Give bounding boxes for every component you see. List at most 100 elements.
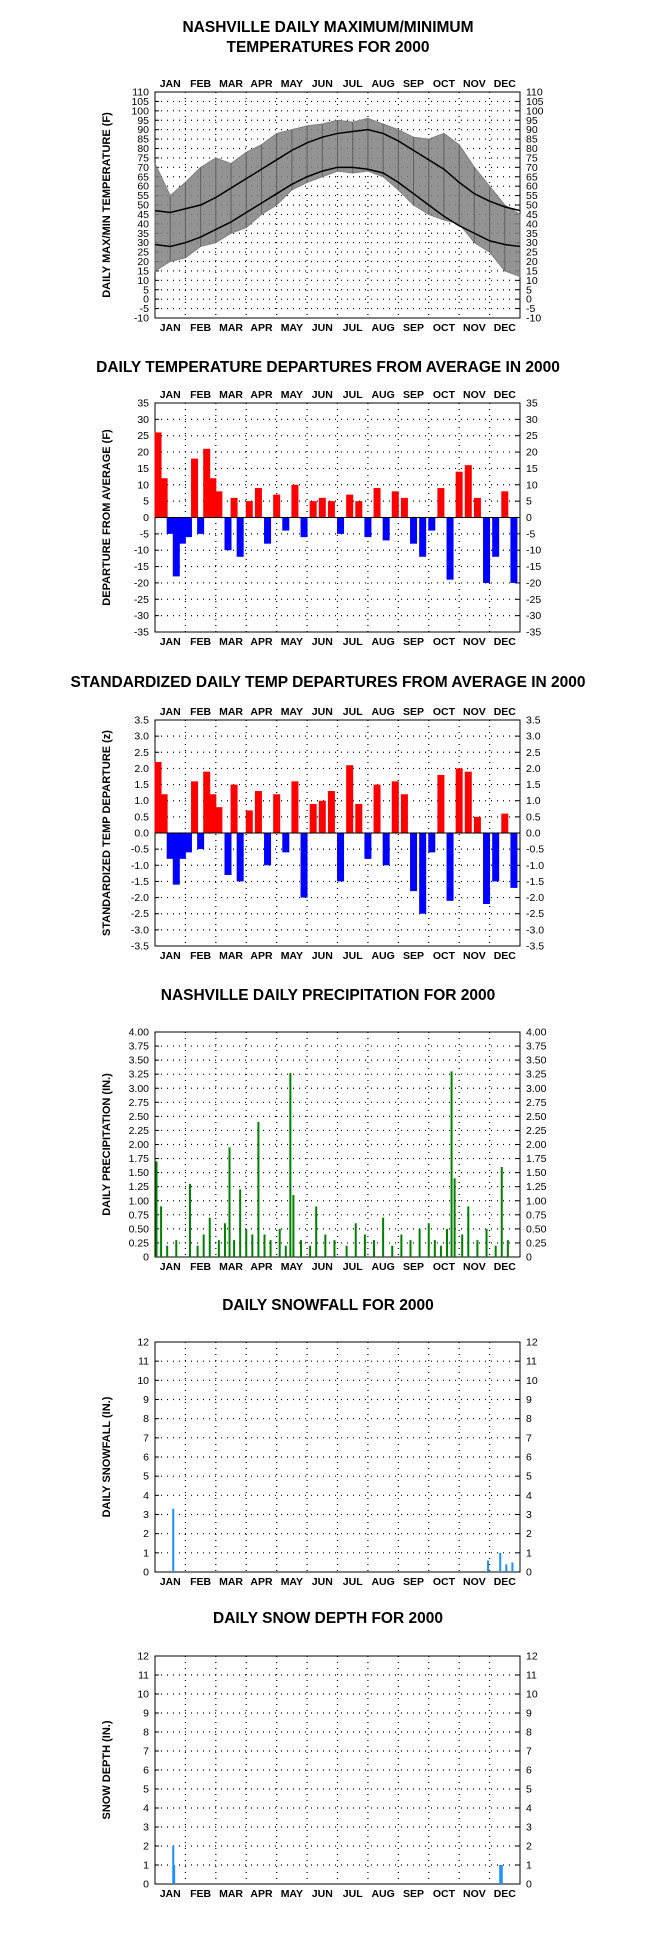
- y-tick-label-right: 0: [526, 512, 532, 524]
- y-tick-label-left: 25: [137, 430, 149, 442]
- y-tick-label-left: 105: [131, 96, 149, 108]
- month-label: JUN: [312, 1576, 333, 1588]
- bar: [337, 517, 345, 534]
- bar: [160, 794, 168, 833]
- month-label: SEP: [403, 322, 424, 334]
- y-tick-label-right: 9: [526, 1708, 532, 1720]
- y-tick-label-right: 3.75: [526, 1041, 547, 1053]
- bar: [373, 784, 381, 833]
- bar: [264, 833, 272, 866]
- y-axis-label: DAILY PRECIPITATION (IN.): [101, 1073, 113, 1216]
- y-tick-label-left: -25: [134, 594, 149, 606]
- bar: [172, 1508, 175, 1572]
- y-tick-label-right: 3.25: [526, 1069, 547, 1081]
- y-tick-label-right: 80: [526, 143, 538, 155]
- month-label-top: JAN: [160, 706, 181, 718]
- y-tick-label-left: 9: [143, 1394, 149, 1406]
- y-tick-label-left: 90: [137, 124, 149, 136]
- y-tick-label-right: 60: [526, 181, 538, 193]
- month-label: JAN: [160, 322, 181, 334]
- bar: [506, 1240, 509, 1257]
- grid: [155, 1032, 520, 1257]
- y-tick-label-left: 0.5: [134, 811, 149, 823]
- y-tick-label-right: 0.0: [526, 828, 541, 840]
- y-tick-label-right: -25: [526, 594, 541, 606]
- y-tick-label-left: 5: [143, 496, 149, 508]
- chart-std: STANDARDIZED DAILY TEMP DEPARTURES FROM …: [70, 674, 585, 962]
- bar: [291, 484, 299, 518]
- y-tick-label-right: 4: [526, 1803, 532, 1815]
- y-tick-label-right: 20: [526, 256, 538, 268]
- y-tick-label-left: 0: [143, 1252, 149, 1264]
- series-normal-high: [154, 128, 521, 214]
- month-label: MAR: [219, 1261, 243, 1273]
- month-label-top: JAN: [160, 389, 181, 401]
- y-tick-label-right: 2.25: [526, 1125, 547, 1137]
- bar: [172, 833, 180, 885]
- month-label-top: FEB: [190, 706, 211, 718]
- y-tick-label-left: -3.0: [131, 924, 149, 936]
- bar: [191, 781, 199, 833]
- bar: [282, 517, 290, 531]
- y-tick-label-right: -5: [526, 528, 535, 540]
- bar: [273, 794, 281, 833]
- y-tick-label-right: 1.5: [526, 779, 541, 791]
- y-tick-label-right: 0.75: [526, 1209, 547, 1221]
- bar: [382, 1217, 385, 1257]
- y-tick-label-left: -10: [134, 545, 149, 557]
- month-label: DEC: [494, 1261, 517, 1273]
- month-label-top: FEB: [190, 78, 211, 90]
- bar: [217, 1240, 220, 1257]
- y-tick-label-left: -10: [134, 313, 149, 325]
- bar: [318, 497, 326, 518]
- y-tick-label-left: -1.5: [131, 876, 149, 888]
- bar: [427, 1223, 430, 1257]
- bar: [160, 478, 168, 518]
- bar: [483, 833, 491, 905]
- month-label: MAR: [219, 636, 243, 648]
- y-tick-label-left: 55: [137, 190, 149, 202]
- y-tick-label-left: 10: [137, 275, 149, 287]
- month-label: DEC: [494, 1576, 517, 1588]
- month-label: MAR: [219, 950, 243, 962]
- month-label: APR: [250, 1261, 273, 1273]
- y-tick-label-left: 6: [143, 1765, 149, 1777]
- month-label-top: AUG: [371, 389, 394, 401]
- series-normal-low: [154, 166, 521, 248]
- bar: [363, 1234, 366, 1257]
- y-tick-label-right: 3: [526, 1509, 532, 1521]
- bar: [437, 774, 445, 833]
- y-tick-label-left: 3.25: [129, 1069, 150, 1081]
- y-tick-label-right: 5: [526, 284, 532, 296]
- month-label-top: JUL: [343, 389, 363, 401]
- y-tick-label-right: 0.25: [526, 1237, 547, 1249]
- bar: [337, 833, 345, 882]
- y-tick-label-left: 110: [132, 87, 149, 99]
- y-tick-label-right: 2.50: [526, 1111, 547, 1123]
- y-axis-label: DAILY SNOWFALL (IN.): [101, 1396, 113, 1517]
- y-tick-label-right: 3.50: [526, 1055, 547, 1067]
- bar: [476, 1240, 479, 1257]
- month-label: JAN: [160, 636, 181, 648]
- month-label: SEP: [403, 1888, 424, 1900]
- y-tick-label-left: 45: [137, 209, 149, 221]
- month-label: MAR: [219, 322, 243, 334]
- bar: [473, 816, 481, 833]
- bar: [510, 833, 518, 888]
- bar: [354, 1223, 357, 1257]
- month-label-top: NOV: [463, 706, 486, 718]
- y-tick-label-right: -5: [526, 303, 535, 315]
- month-label: OCT: [433, 1261, 456, 1273]
- y-tick-label-right: 1.00: [526, 1195, 547, 1207]
- bar: [345, 1245, 348, 1257]
- month-label: NOV: [463, 1576, 486, 1588]
- month-label: MAY: [281, 1261, 303, 1273]
- bar: [236, 517, 244, 557]
- bar: [499, 1552, 502, 1572]
- y-tick-label-left: 0.0: [134, 828, 149, 840]
- y-tick-label-left: 0: [143, 294, 149, 306]
- bar: [446, 1228, 448, 1257]
- bar: [364, 517, 372, 538]
- y-tick-label-right: 5: [526, 496, 532, 508]
